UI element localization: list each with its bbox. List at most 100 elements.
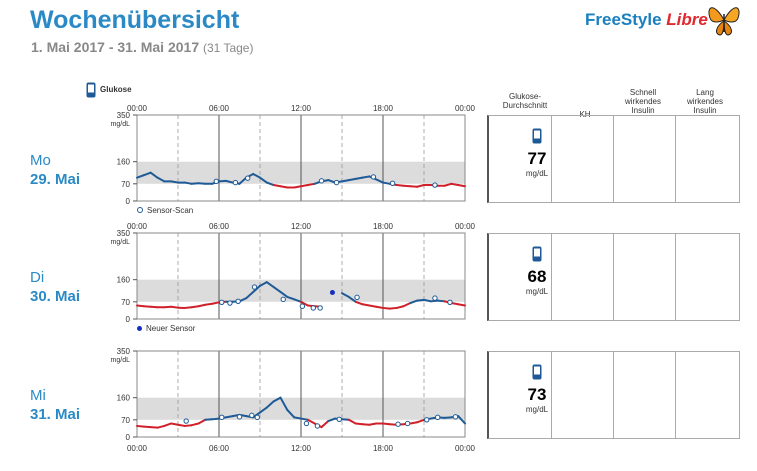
summary-box-mon: 77 mg/dL (487, 115, 740, 203)
glucose-segment (259, 406, 268, 414)
page-title: Wochenübersicht (30, 6, 240, 34)
sensor-scan-point (227, 300, 233, 306)
glucose-segment (341, 292, 350, 298)
glucose-segment (286, 295, 296, 301)
glucose-segment (402, 302, 412, 308)
sensor-scan-point (251, 284, 258, 290)
glucose-segment (272, 184, 282, 188)
sensor-scan-point (354, 294, 360, 301)
glucose-segment (259, 176, 268, 184)
glucose-segment (197, 418, 207, 425)
glucose-segment (457, 184, 466, 188)
sensor-scan-point (310, 305, 316, 311)
glucose-segment (300, 300, 309, 307)
avg-value: 68 (527, 267, 547, 286)
glucose-segment (382, 306, 391, 310)
glucose-segment (204, 302, 214, 306)
sensor-scan-point (389, 180, 396, 187)
glucose-legend: Glukose (86, 82, 132, 98)
x-tick-label: 00:00 (127, 444, 148, 453)
x-tick-label: 18:00 (373, 444, 394, 453)
glucose-segment (245, 290, 255, 300)
glucose-segment (293, 416, 302, 420)
avg-value: 77 (527, 149, 547, 168)
glucose-segment (382, 422, 391, 426)
glucose-segment (300, 417, 309, 421)
glucose-segment (272, 396, 282, 403)
y-tick-label: 0 (126, 315, 131, 324)
sensor-scan-point (447, 299, 453, 305)
y-tick-label: 160 (117, 158, 131, 167)
sensor-scan-point (303, 420, 310, 427)
glucose-segment (149, 171, 159, 179)
glucose-segment (279, 396, 289, 411)
x-tick-label: 12:00 (291, 104, 312, 113)
glucose-segment (177, 423, 186, 427)
y-tick-label: 350 (117, 111, 131, 120)
col-header-kh: KH (579, 110, 591, 119)
glucose-segment (279, 185, 289, 189)
glucose-segment (457, 303, 466, 307)
glucose-segment (416, 184, 425, 188)
sensor-reader-icon (532, 364, 542, 380)
glucose-segment (361, 175, 371, 179)
date-range: 1. Mai 2017 - 31. Mai 2017 (31 Tage) (31, 39, 254, 55)
sensor-scan-point (336, 416, 342, 423)
glucose-segment (388, 306, 398, 310)
sensor-reader-icon (86, 82, 96, 98)
y-unit-label: mg/dL (111, 121, 131, 128)
avg-value: 73 (527, 385, 547, 404)
x-tick-label: 18:00 (373, 104, 394, 113)
x-tick-label: 18:00 (373, 222, 394, 231)
glucose-segment (136, 174, 145, 179)
glucose-segment (368, 304, 378, 308)
glucose-segment (286, 408, 296, 419)
plot-frame (136, 350, 466, 438)
summary-box-wed: 73 mg/dL (487, 351, 740, 439)
col-header-avg: Glukose- Durchschnitt (502, 92, 548, 110)
glucose-segment (142, 171, 152, 177)
summary-box-tue: 68 mg/dL (487, 233, 740, 321)
glucose-segment (450, 182, 460, 187)
glucose-segment (354, 176, 364, 180)
col-header-long-insulin: Lang wirkendes Insulin (686, 88, 723, 115)
y-tick-label: 70 (121, 298, 130, 307)
y-tick-label: 350 (117, 229, 131, 238)
glucose-segment (279, 290, 289, 298)
glucose-segment (156, 424, 166, 429)
glucose-segment (416, 418, 425, 424)
glucose-segment (197, 303, 207, 308)
glucose-segment (395, 305, 405, 309)
x-tick-label: 12:00 (291, 222, 312, 231)
glucose-segment (224, 415, 234, 419)
glucose-segment (457, 415, 466, 425)
glucose-segment (293, 185, 302, 189)
glucose-segment (211, 301, 220, 305)
y-tick-label: 160 (117, 394, 131, 403)
glucose-segment (265, 181, 275, 187)
y-tick-label: 70 (121, 180, 130, 189)
sensor-scan-point (249, 412, 255, 419)
glucose-segment (265, 281, 275, 289)
butterfly-icon (708, 7, 740, 36)
sensor-scan-point (213, 178, 219, 185)
sensor-scan-point (299, 303, 306, 309)
glucose-segment (320, 420, 330, 429)
glucose-segment (170, 180, 179, 184)
glucose-segment (170, 305, 179, 309)
glucose-segment (341, 179, 350, 183)
new-sensor-point (329, 289, 335, 295)
sensor-scan-point (318, 178, 325, 184)
glucose-segment (252, 172, 261, 179)
glucose-segment (211, 417, 220, 421)
glucose-segment (347, 295, 357, 303)
glucose-segment (163, 422, 173, 427)
y-unit-label: mg/dL (111, 357, 131, 364)
sensor-scan-point (370, 174, 377, 180)
glucose-segment (306, 182, 316, 187)
sensor-scan-point (395, 421, 401, 427)
sensor-scan-point (432, 295, 438, 301)
glucose-segment (436, 299, 446, 303)
sensor-scan-point (254, 414, 260, 421)
